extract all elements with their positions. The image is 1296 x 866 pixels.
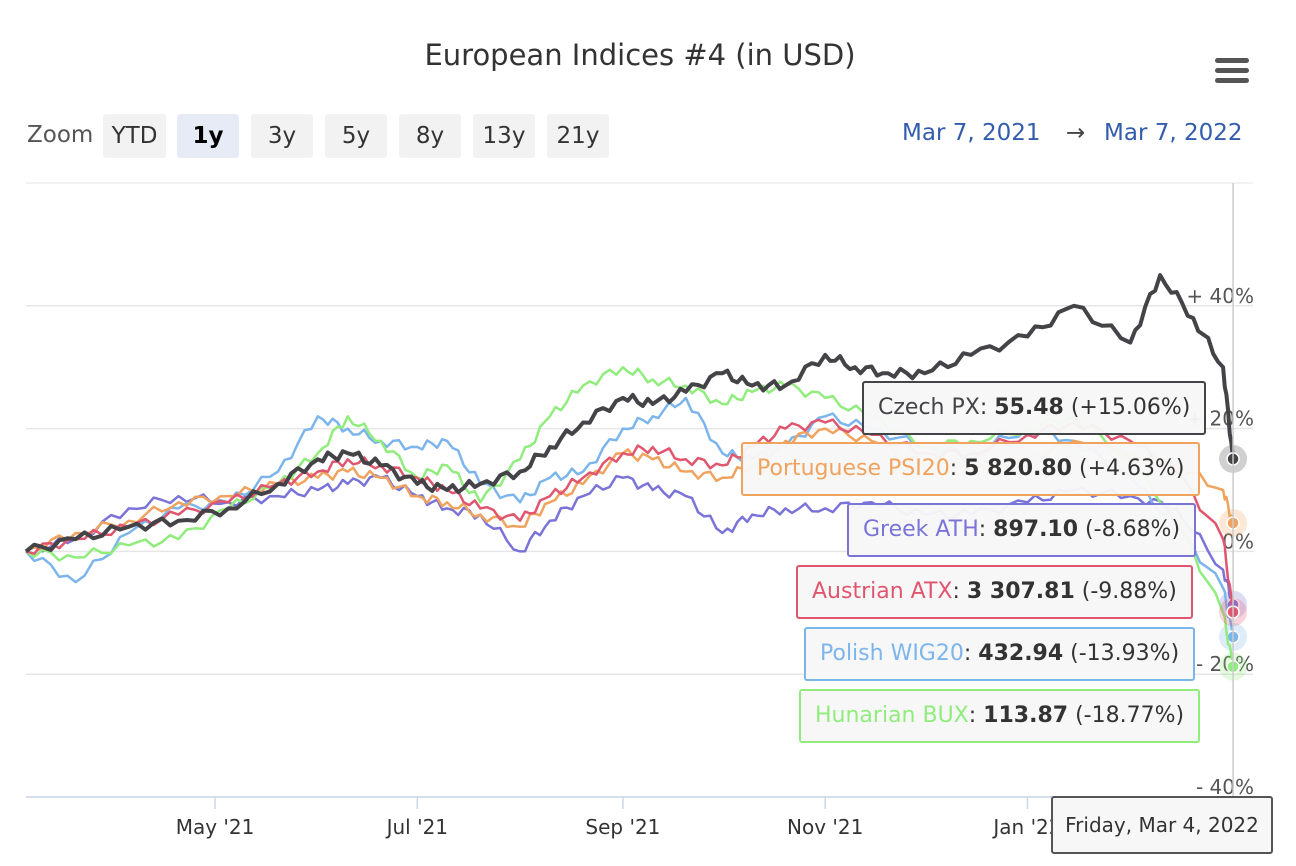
tooltip-value: 3 307.81	[966, 579, 1075, 604]
y-tick-label: + 40%	[1186, 284, 1254, 308]
tooltip-polish-wig20: Polish WIG20: 432.94 (-13.93%)	[804, 627, 1196, 681]
x-tick-label: Jul '21	[385, 815, 448, 839]
tooltip-czech-px: Czech PX: 55.48 (+15.06%)	[862, 381, 1207, 435]
range-from-date[interactable]: Mar 7, 2021	[902, 120, 1041, 146]
tooltip-separator: :	[963, 641, 979, 666]
tooltip-series-name: Czech PX	[878, 395, 980, 420]
tooltip-value: 5 820.80	[964, 456, 1072, 481]
tooltip-change: (-13.93%)	[1063, 641, 1180, 666]
range-to-date[interactable]: Mar 7, 2022	[1104, 120, 1243, 146]
tooltip-greek-ath: Greek ATH: 897.10 (-8.68%)	[847, 503, 1197, 557]
zoom-button-21y[interactable]: 21y	[547, 114, 609, 158]
x-tick-label: Jan '22	[991, 815, 1061, 839]
zoom-label: Zoom	[27, 122, 94, 148]
tooltip-value: 113.87	[983, 703, 1069, 728]
tooltip-series-name: Portuguese PSI20	[757, 456, 950, 481]
tooltip-change: (-8.68%)	[1078, 517, 1181, 542]
tooltip-value: 55.48	[994, 395, 1064, 420]
tooltip-change: (+15.06%)	[1063, 395, 1191, 420]
tooltip-value: 897.10	[993, 517, 1079, 542]
tooltip-separator: :	[949, 456, 965, 481]
series-line-czech-px	[24, 273, 1236, 553]
tooltip-change: (-18.77%)	[1068, 703, 1185, 728]
zoom-button-13y[interactable]: 13y	[473, 114, 535, 158]
zoom-button-3y[interactable]: 3y	[251, 114, 313, 158]
y-tick-label: - 40%	[1196, 775, 1254, 799]
tooltip-portuguese-psi20: Portuguese PSI20: 5 820.80 (+4.63%)	[741, 442, 1201, 496]
tooltip-series-name: Austrian ATX	[812, 579, 953, 604]
zoom-button-ytd[interactable]: YTD	[103, 114, 166, 158]
tooltip-series-name: Polish WIG20	[820, 641, 964, 666]
chart-title: European Indices #4 (in USD)	[424, 38, 856, 72]
context-menu-icon[interactable]	[1210, 54, 1254, 88]
y-tick-label: 0%	[1222, 529, 1254, 553]
tooltip-separator: :	[979, 395, 995, 420]
tooltip-austrian-atx: Austrian ATX: 3 307.81 (-9.88%)	[796, 565, 1193, 619]
series-line-greek-ath	[25, 474, 1235, 606]
zoom-button-5y[interactable]: 5y	[325, 114, 387, 158]
x-tick-label: Sep '21	[585, 815, 660, 839]
tooltip-separator: :	[968, 703, 984, 728]
tooltip-change: (+4.63%)	[1072, 456, 1185, 481]
tooltip-change: (-9.88%)	[1074, 579, 1177, 604]
zoom-button-1y[interactable]: 1y	[177, 114, 239, 158]
tooltip-separator: :	[952, 579, 967, 604]
crosshair-date-label: Friday, Mar 4, 2022	[1051, 796, 1273, 854]
tooltip-hunarian-bux: Hunarian BUX: 113.87 (-18.77%)	[799, 689, 1201, 743]
range-arrow: →	[1066, 120, 1086, 146]
zoom-button-8y[interactable]: 8y	[399, 114, 461, 158]
y-tick-label: - 20%	[1196, 652, 1254, 676]
tooltip-series-name: Greek ATH	[863, 517, 979, 542]
tooltip-series-name: Hunarian BUX	[815, 703, 969, 728]
tooltip-value: 432.94	[978, 641, 1064, 666]
x-tick-label: Nov '21	[787, 815, 863, 839]
tooltip-separator: :	[978, 517, 994, 542]
x-tick-label: May '21	[176, 815, 255, 839]
